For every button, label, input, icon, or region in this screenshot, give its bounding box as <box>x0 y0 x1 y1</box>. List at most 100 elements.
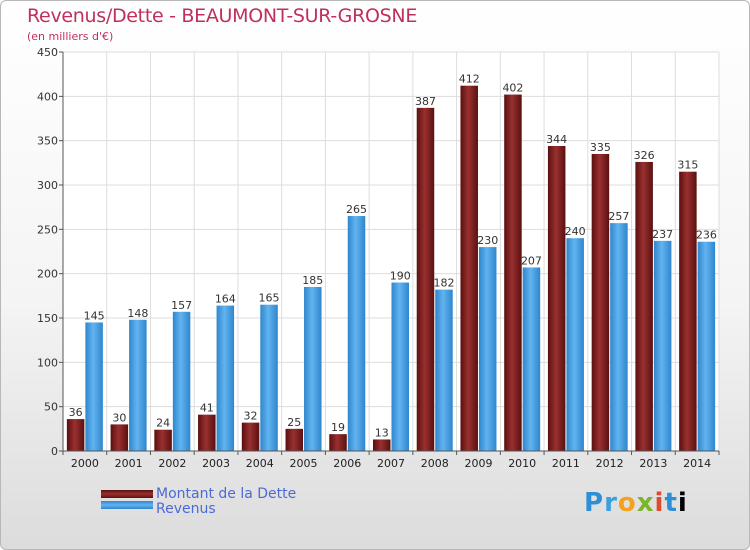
y-tick-label: 150 <box>37 312 58 325</box>
data-label-dette: 387 <box>415 95 436 108</box>
y-tick-label: 450 <box>37 46 58 59</box>
bar-revenus <box>522 267 541 451</box>
y-tick-label: 50 <box>44 401 58 414</box>
data-label-dette: 412 <box>459 73 480 86</box>
x-tick-label: 2010 <box>508 457 536 470</box>
bar-revenus <box>347 216 366 451</box>
data-label-dette: 335 <box>590 141 611 154</box>
bar-revenus <box>216 305 235 451</box>
x-tick-label: 2001 <box>115 457 143 470</box>
bar-dette <box>241 422 260 451</box>
bar-dette <box>460 85 478 452</box>
bar-dette <box>110 424 129 451</box>
bar-dette <box>329 434 347 451</box>
bar-revenus <box>478 247 497 451</box>
bar-dette <box>373 439 391 451</box>
y-tick-label: 100 <box>37 356 58 369</box>
bar-revenus <box>172 311 191 451</box>
data-label-revenus: 165 <box>259 292 280 305</box>
data-label-revenus: 230 <box>477 234 498 247</box>
x-tick-label: 2002 <box>158 457 186 470</box>
y-tick-label: 400 <box>37 90 58 103</box>
data-label-revenus: 145 <box>84 309 105 322</box>
proxiti-logo: Proxiti <box>584 488 688 518</box>
x-tick-label: 2000 <box>71 457 99 470</box>
bar-revenus <box>435 289 453 451</box>
data-label-revenus: 157 <box>171 299 192 312</box>
bar-revenus <box>653 240 672 451</box>
data-label-dette: 41 <box>200 402 214 415</box>
data-label-dette: 25 <box>287 416 301 429</box>
x-tick-label: 2005 <box>290 457 318 470</box>
x-tick-label: 2009 <box>464 457 492 470</box>
data-label-revenus: 164 <box>215 293 236 306</box>
data-label-dette: 13 <box>375 426 389 439</box>
bar-dette <box>154 429 172 451</box>
data-label-revenus: 237 <box>652 228 673 241</box>
data-label-revenus: 207 <box>521 254 542 267</box>
x-tick-label: 2006 <box>333 457 361 470</box>
logo-letter: r <box>604 488 618 518</box>
legend-swatch-dette <box>101 490 153 498</box>
y-tick-label: 0 <box>51 445 58 458</box>
bar-dette <box>679 171 697 451</box>
bar-revenus <box>610 223 628 451</box>
data-label-dette: 32 <box>244 410 258 423</box>
x-tick-label: 2007 <box>377 457 405 470</box>
logo-letter: o <box>617 488 637 518</box>
data-label-revenus: 182 <box>433 277 454 290</box>
y-tick-label: 200 <box>37 268 58 281</box>
logo-letter: P <box>584 488 605 518</box>
logo-letter: i <box>677 488 688 518</box>
data-label-revenus: 265 <box>346 203 367 216</box>
bar-revenus <box>697 241 716 451</box>
legend-swatches <box>101 490 153 509</box>
bar-revenus <box>391 282 409 451</box>
data-label-dette: 36 <box>69 406 83 419</box>
x-tick-label: 2011 <box>552 457 580 470</box>
bar-dette <box>547 145 566 451</box>
legend-label-dette: Montant de la Dette <box>156 486 297 502</box>
y-tick-label: 350 <box>37 135 58 148</box>
data-label-dette: 315 <box>677 159 698 172</box>
data-label-dette: 24 <box>156 417 170 430</box>
bar-dette <box>635 161 653 452</box>
x-tick-label: 2013 <box>639 457 667 470</box>
data-label-revenus: 257 <box>608 210 629 223</box>
logo-letter: t <box>664 488 678 518</box>
data-label-dette: 19 <box>331 421 345 434</box>
bar-revenus <box>129 319 147 451</box>
data-label-dette: 344 <box>546 133 567 146</box>
y-tick-label: 300 <box>37 179 58 192</box>
x-tick-label: 2012 <box>596 457 624 470</box>
bar-dette <box>591 153 610 451</box>
legend-swatch-revenus <box>101 501 153 509</box>
x-tick-label: 2008 <box>421 457 449 470</box>
chart-title: Revenus/Dette - BEAUMONT-SUR-GROSNE <box>27 5 418 27</box>
logo-letter: x <box>636 488 655 518</box>
data-label-dette: 30 <box>112 411 126 424</box>
legend-label-revenus: Revenus <box>156 501 216 517</box>
data-label-dette: 326 <box>634 149 655 162</box>
bar-revenus <box>566 238 584 451</box>
bar-revenus <box>260 304 278 451</box>
data-label-revenus: 236 <box>696 229 717 242</box>
data-label-revenus: 240 <box>565 225 586 238</box>
bar-revenus <box>85 322 103 451</box>
bar-dette <box>66 419 85 451</box>
logo-letter: i <box>654 488 665 518</box>
x-tick-label: 2004 <box>246 457 274 470</box>
data-label-revenus: 190 <box>390 270 411 283</box>
data-label-revenus: 185 <box>302 274 323 287</box>
plot-area <box>63 52 719 451</box>
x-tick-label: 2014 <box>683 457 711 470</box>
bar-dette <box>416 107 435 452</box>
data-label-revenus: 148 <box>127 307 148 320</box>
bar-dette <box>198 414 216 451</box>
bar-dette <box>504 94 522 451</box>
bar-revenus <box>304 286 322 451</box>
x-tick-label: 2003 <box>202 457 230 470</box>
data-label-dette: 402 <box>502 82 523 95</box>
